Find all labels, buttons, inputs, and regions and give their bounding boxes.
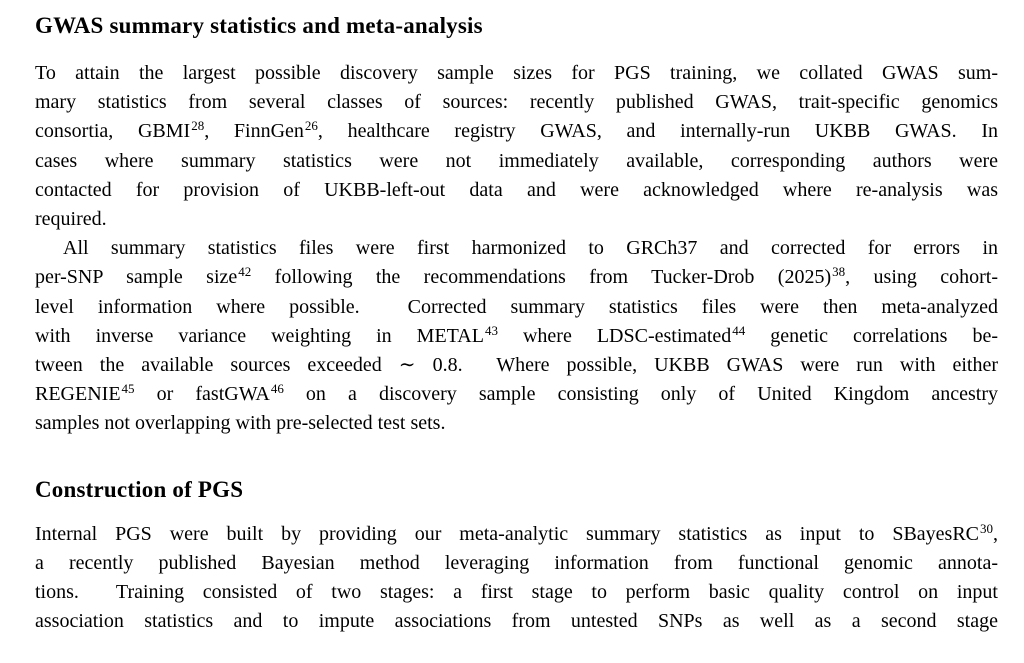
text-line: All summary statistics files were first … — [63, 237, 998, 260]
text-line: contacted for provision of UKBB-left-out… — [35, 178, 998, 201]
text-line: To attain the largest possible discovery… — [35, 62, 998, 84]
text-line: with inverse variance weighting in METAL… — [35, 322, 999, 347]
text-line: level information where possible. Correc… — [35, 295, 998, 318]
paragraph: To attain the largest possible discovery… — [35, 59, 998, 234]
text-line: a recently published Bayesian method lev… — [35, 551, 998, 574]
section-heading: GWAS summary statistics and meta-analysi… — [35, 13, 483, 38]
paragraph: All summary statistics files were first … — [35, 234, 998, 438]
text-line: consortia, GBMI28, FinnGen26, healthcare… — [35, 118, 998, 143]
citation-link[interactable]: 30 — [980, 520, 993, 536]
citation-link[interactable]: 42 — [238, 264, 252, 280]
text-line: cases where summary statistics were not … — [35, 149, 998, 172]
text-line: samples not overlapping with pre-selecte… — [35, 412, 446, 435]
citation-link[interactable]: 28 — [191, 118, 205, 134]
citation-link[interactable]: 26 — [304, 118, 318, 134]
text-line: per-SNP sample size42 following the reco… — [35, 264, 999, 289]
text-line: required. — [35, 208, 107, 231]
paper-text-column: GWAS summary statistics and meta-analysi… — [35, 0, 998, 637]
section-heading: Construction of PGS — [35, 476, 244, 502]
citation-link[interactable]: 44 — [732, 322, 746, 338]
text-line: mary statistics from several classes of … — [35, 91, 998, 114]
text-line: association statistics and to impute ass… — [35, 610, 998, 633]
paper-section: GWAS summary statistics and meta-analysi… — [35, 12, 998, 439]
text-line: REGENIE45 or fastGWA46 on a discovery sa… — [35, 381, 998, 406]
text-line: tions. Training consisted of two stages:… — [35, 581, 998, 604]
text-line: Internal PGS were built by providing our… — [35, 520, 998, 545]
citation-link[interactable]: 45 — [121, 381, 135, 397]
paragraph: Internal PGS were built by providing our… — [35, 520, 998, 637]
citation-link[interactable]: 46 — [270, 381, 284, 397]
text-line: tween the available sources exceeded ∼ 0… — [35, 354, 998, 377]
citation-link[interactable]: 43 — [484, 322, 498, 338]
citation-link[interactable]: 38 — [832, 264, 846, 280]
paper-section: Construction of PGS Internal PGS were bui… — [35, 476, 998, 637]
